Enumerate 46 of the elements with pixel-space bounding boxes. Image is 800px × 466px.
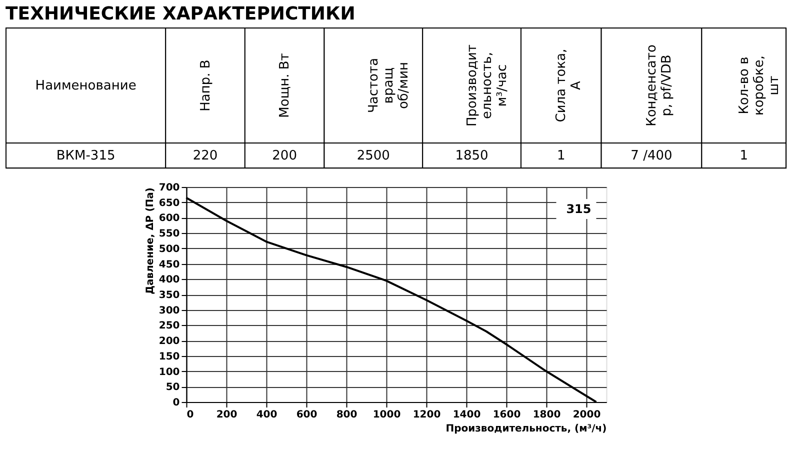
text: Сила тока, А bbox=[554, 48, 584, 122]
text: 220 bbox=[192, 148, 218, 164]
y-tick-label: 400 bbox=[158, 274, 180, 286]
text: Кол-во в коробке, шт bbox=[736, 55, 782, 116]
y-tick-label: 650 bbox=[158, 198, 180, 209]
x-tick-label: 0 bbox=[186, 410, 194, 420]
y-tick-label: 550 bbox=[158, 228, 180, 240]
x-axis-title: Производительность, (м³/ч) bbox=[446, 424, 607, 434]
x-tick-label: 800 bbox=[336, 410, 358, 420]
text: 200 bbox=[272, 148, 297, 164]
y-tick-label: 450 bbox=[158, 259, 180, 270]
text: ТЕХНИЧЕСКИЕ ХАРАКТЕРИСТИКИ bbox=[6, 4, 356, 24]
x-tick-label: 1400 bbox=[452, 410, 481, 420]
x-tick-label: 200 bbox=[216, 410, 238, 420]
text: Частота вращ об/мин bbox=[366, 58, 412, 114]
y-tick-label: 150 bbox=[158, 351, 180, 362]
text: 1 bbox=[740, 148, 748, 164]
text: Производит ельность, м³/час bbox=[464, 44, 510, 126]
y-tick-label: 0 bbox=[172, 398, 180, 408]
x-tick-label: 600 bbox=[296, 410, 318, 420]
x-tick-label: 1800 bbox=[532, 410, 561, 420]
x-tick-label: 1600 bbox=[492, 410, 521, 420]
x-tick-label: 2000 bbox=[572, 410, 601, 420]
text: Наименование bbox=[35, 78, 136, 94]
y-tick-label: 200 bbox=[158, 336, 180, 348]
text: 7 /400 bbox=[630, 148, 672, 164]
y-tick-label: 700 bbox=[158, 182, 180, 194]
text: 2500 bbox=[356, 148, 390, 164]
text: 1 bbox=[556, 148, 566, 164]
y-tick-label: 250 bbox=[158, 320, 180, 332]
text: Мощн. Вт bbox=[278, 52, 293, 118]
text: Напр. В bbox=[198, 60, 214, 112]
y-tick-label: 100 bbox=[158, 366, 180, 378]
x-tick-label: 1000 bbox=[372, 410, 401, 420]
text: ВКМ-315 bbox=[56, 148, 116, 164]
text: Конденсато р, pf/VDB bbox=[644, 44, 674, 126]
y-tick-label: 50 bbox=[166, 382, 180, 394]
y-tick-label: 600 bbox=[158, 213, 180, 224]
annotation: 315 bbox=[566, 202, 592, 216]
y-axis-title: Давление, ΔP (Па) bbox=[144, 188, 156, 294]
x-tick-label: 400 bbox=[256, 410, 278, 420]
text: 1850 bbox=[455, 148, 488, 164]
x-tick-label: 1200 bbox=[412, 410, 441, 420]
y-tick-label: 500 bbox=[158, 244, 180, 255]
y-tick-label: 300 bbox=[158, 305, 180, 316]
y-tick-label: 350 bbox=[158, 290, 180, 301]
